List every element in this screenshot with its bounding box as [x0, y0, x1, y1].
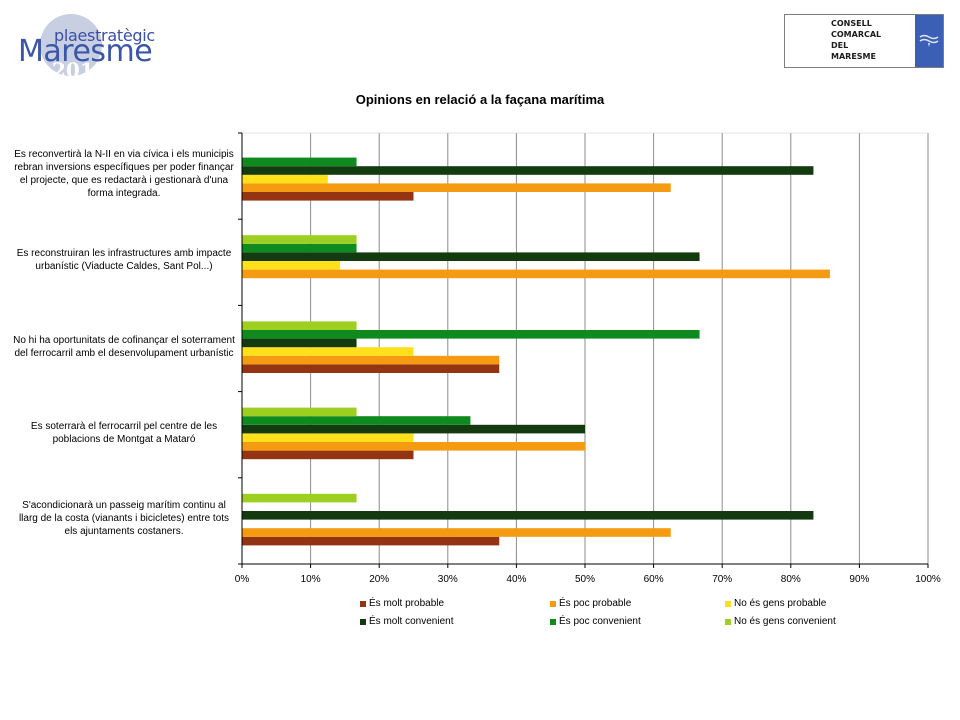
logo-year-text: 2015 — [52, 58, 108, 82]
legend-swatch — [550, 618, 556, 625]
legend-label: No és gens convenient — [734, 616, 836, 627]
x-tick-label: 30% — [438, 574, 458, 585]
bar-es-molt-probable — [242, 536, 500, 546]
bar-es-poc-convenient — [242, 330, 700, 339]
legend-swatch — [360, 618, 366, 625]
x-tick-label: 40% — [506, 574, 526, 585]
logo-main-text: Maresme — [18, 34, 153, 69]
ccm-line-2: COMARCAL — [831, 30, 882, 39]
bar-es-molt-convenient — [242, 166, 814, 175]
consell-comarcal-logo: CONSELL COMARCAL DEL MARESME — [784, 14, 944, 68]
ccm-blue-panel — [915, 15, 943, 67]
legend-swatch — [360, 600, 366, 607]
bar-es-molt-probable — [242, 192, 414, 201]
x-tick-label: 90% — [849, 574, 869, 585]
x-tick-label: 10% — [301, 574, 321, 585]
category-label: Es reconstruiran les infrastructures amb… — [16, 248, 232, 273]
legend-label: És poc probable — [559, 598, 632, 609]
x-tick-label: 0% — [235, 574, 250, 585]
bar-es-poc-convenient — [242, 243, 357, 253]
bar-es-molt-convenient — [242, 511, 814, 520]
legend-swatch — [550, 600, 556, 607]
x-tick-label: 50% — [575, 574, 595, 585]
bar-es-poc-probable — [242, 355, 500, 365]
bar-no-es-gens-probable — [242, 261, 341, 270]
bar-es-molt-convenient — [242, 338, 357, 348]
bar-no-es-gens-probable — [242, 174, 328, 184]
x-tick-label: 100% — [915, 574, 941, 585]
bar-no-es-gens-convenient — [242, 321, 357, 330]
bar-es-molt-convenient — [242, 424, 585, 434]
legend-label: És molt probable — [369, 598, 445, 609]
x-tick-label: 70% — [712, 574, 732, 585]
bar-es-molt-probable — [242, 364, 500, 373]
legend-item: No és gens convenient — [725, 616, 836, 627]
legend-item: No és gens probable — [725, 598, 826, 609]
chart-title: Opinions en relació a la façana marítima — [355, 92, 605, 107]
bar-es-molt-convenient — [242, 252, 700, 261]
bar-es-poc-probable — [242, 183, 671, 192]
waves-emblem-icon — [919, 34, 939, 47]
bar-no-es-gens-probable — [242, 433, 414, 442]
legend-item: És molt probable — [360, 598, 444, 609]
bar-no-es-gens-convenient — [242, 407, 357, 417]
plaestrategic-maresme-logo: plaestratègic Maresme 2015 — [14, 10, 155, 82]
bar-es-poc-probable — [242, 442, 585, 451]
legend-item: És molt convenient — [360, 616, 454, 627]
x-tick-label: 20% — [369, 574, 389, 585]
ccm-line-1: CONSELL — [831, 19, 872, 28]
bar-no-es-gens-probable — [242, 347, 414, 356]
chart-legend: És molt probable És poc probable No és gen… — [360, 598, 920, 634]
legend-item: És poc probable — [550, 598, 631, 609]
logo-circle — [40, 14, 102, 76]
consell-comarcal-text: CONSELL COMARCAL DEL MARESME — [831, 18, 881, 62]
category-label: Es reconvertirà la N-II en via cívica i … — [14, 149, 234, 200]
x-tick-label: 60% — [644, 574, 664, 585]
legend-swatch — [725, 600, 731, 607]
bar-no-es-gens-convenient — [242, 493, 357, 503]
legend-label: És poc convenient — [559, 616, 641, 627]
logo-top-text: plaestratègic — [54, 26, 155, 45]
bar-es-poc-convenient — [242, 157, 357, 167]
category-label: S'acondicionarà un passeig marítim conti… — [18, 500, 230, 538]
legend-label: És molt convenient — [369, 616, 454, 627]
legend-swatch — [725, 618, 731, 625]
ccm-line-3: DEL — [831, 41, 849, 50]
bar-es-molt-probable — [242, 450, 414, 460]
category-label: No hi ha oportunitats de cofinançar el s… — [13, 334, 235, 359]
bar-es-poc-probable — [242, 528, 671, 537]
legend-item: És poc convenient — [550, 616, 641, 627]
bar-es-poc-probable — [242, 269, 830, 279]
category-label: Es soterrarà el ferrocarril pel centre d… — [30, 420, 218, 445]
ccm-line-4: MARESME — [831, 52, 876, 61]
x-tick-label: 80% — [781, 574, 801, 585]
bar-no-es-gens-convenient — [242, 235, 357, 244]
legend-label: No és gens probable — [734, 598, 827, 609]
bar-es-poc-convenient — [242, 416, 471, 425]
